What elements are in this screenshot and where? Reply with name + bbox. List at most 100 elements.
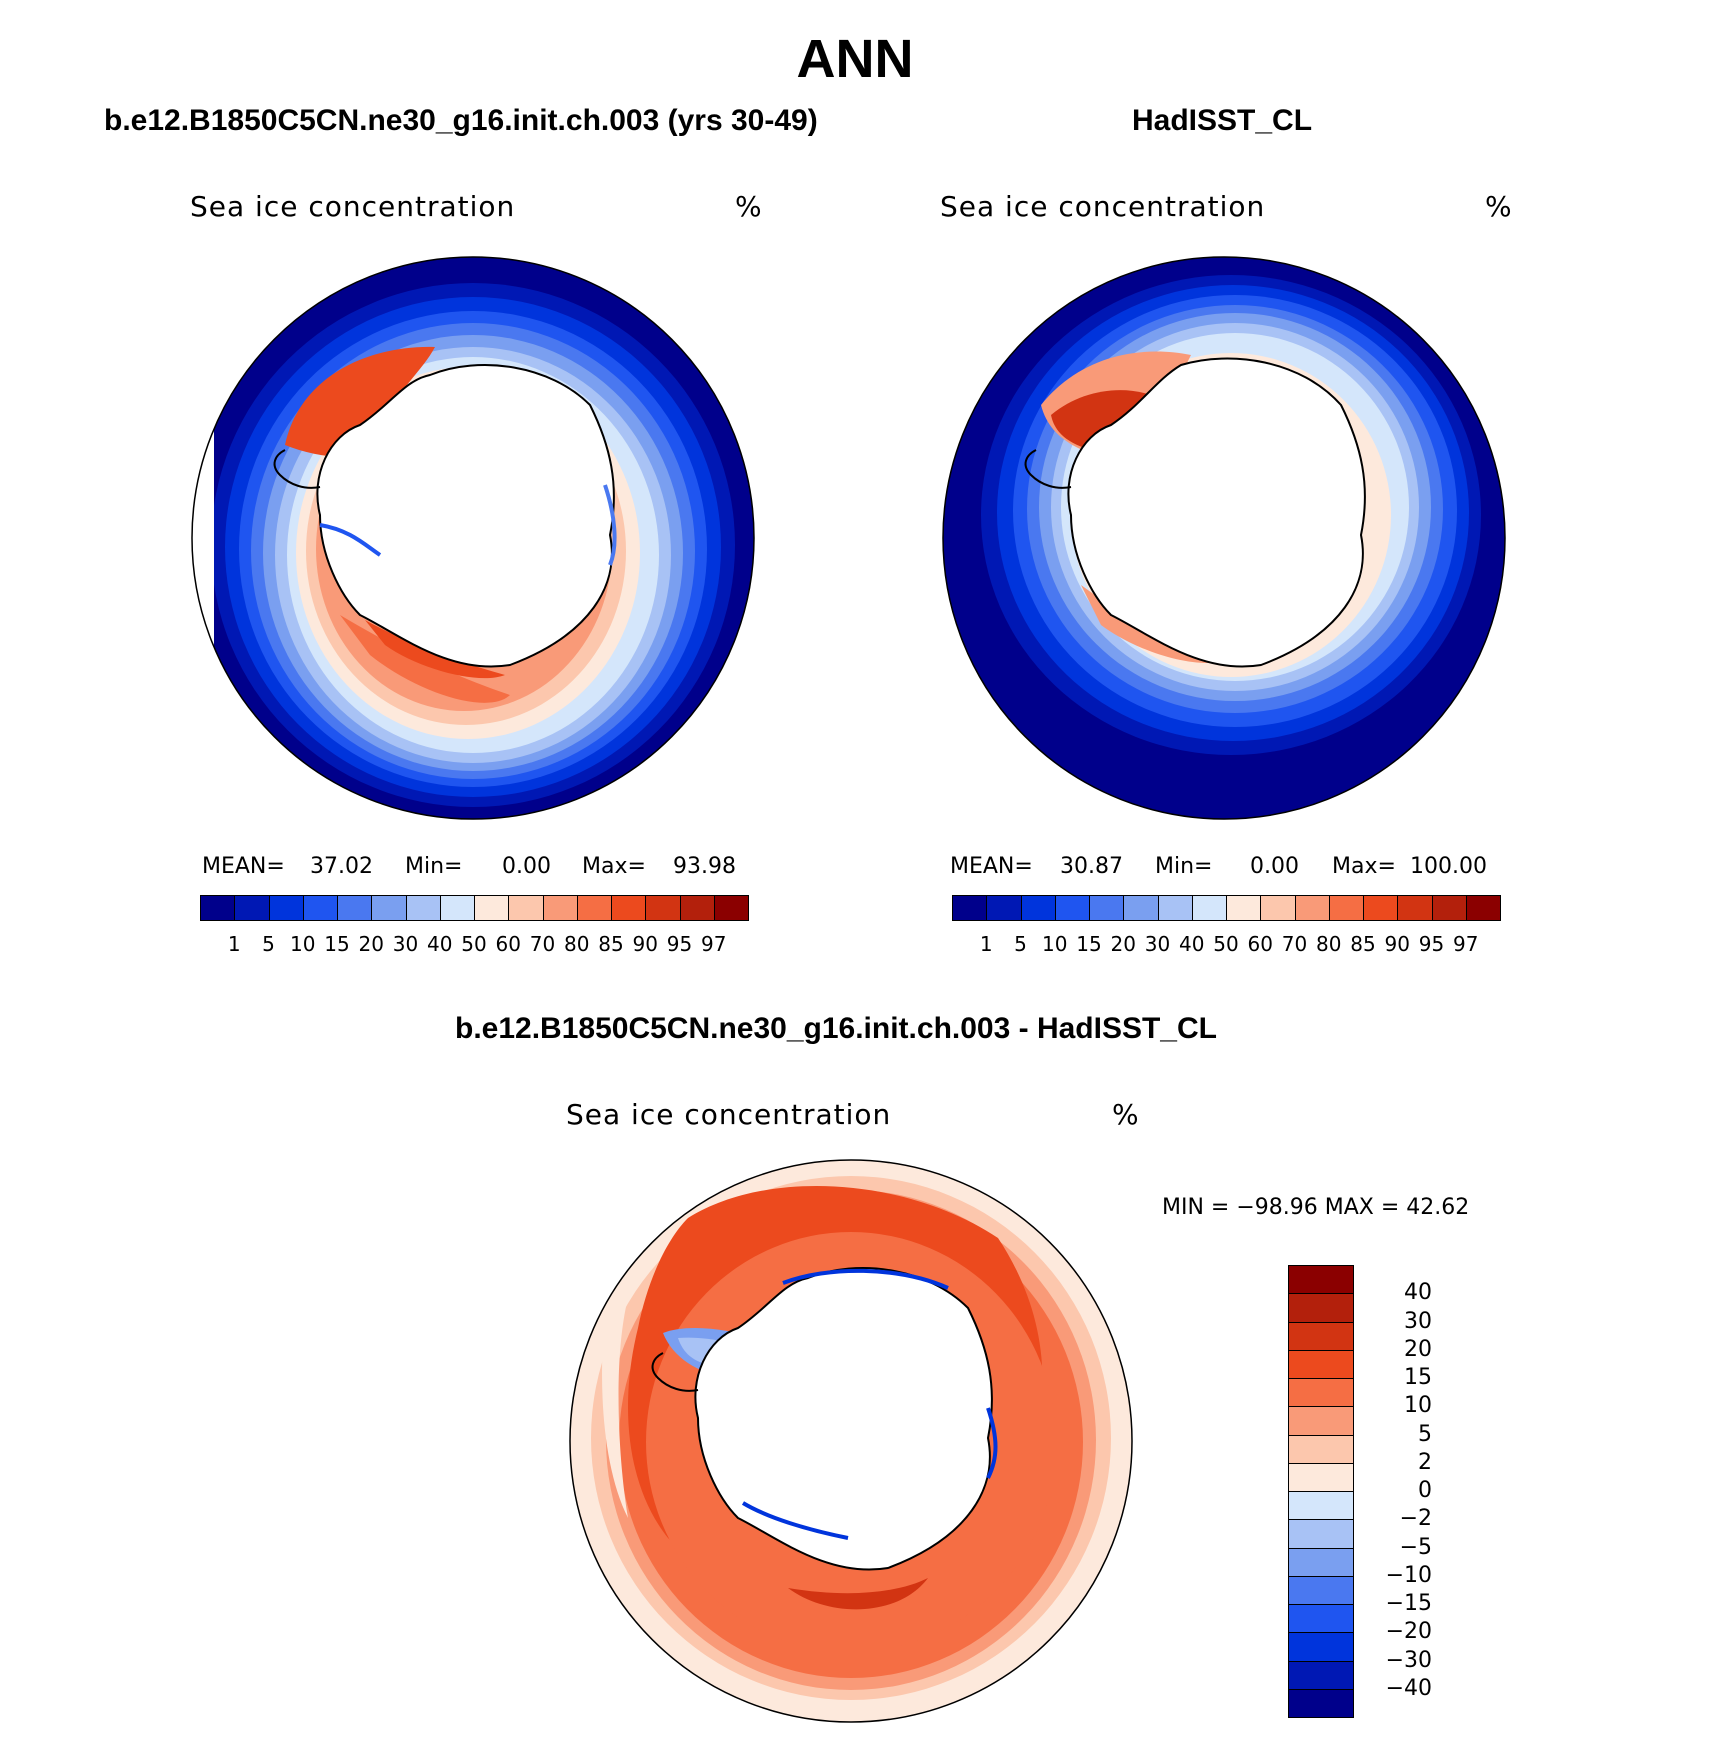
diff-colorbar-swatch: [1288, 1462, 1354, 1492]
diff-colorbar-swatch: [1288, 1604, 1354, 1634]
diff-colorbar-swatch: [1288, 1660, 1354, 1690]
right-colorbar-swatch: [1089, 895, 1125, 921]
diff-colorbar-swatch: [1288, 1378, 1354, 1408]
diff-colorbar-tick-label: 40: [1404, 1280, 1432, 1306]
diff-colorbar-tick-label: 20: [1404, 1336, 1432, 1362]
left-colorbar-tick-label: 50: [461, 932, 487, 956]
left-colorbar-swatch: [405, 895, 441, 921]
right-colorbar-labels: 1 5 10 15 20 30 40 50 60 70 80 85 90 95 97: [952, 932, 1500, 960]
diff-colorbar-tick-label: −15: [1385, 1591, 1432, 1616]
right-colorbar-tick-label: 40: [1179, 932, 1205, 956]
diff-colorbar-swatch: [1288, 1688, 1354, 1718]
right-colorbar-tick-label: 80: [1316, 932, 1342, 956]
left-colorbar-tick-label: 15: [324, 932, 350, 956]
left-colorbar-tick-label: 40: [427, 932, 453, 956]
diff-colorbar-tick-label: −10: [1385, 1562, 1432, 1588]
diff-colorbar-tick-label: 5: [1418, 1421, 1432, 1447]
right-min-label: Min=: [1155, 854, 1213, 879]
diff-colorbar-swatch: [1288, 1434, 1354, 1464]
left-colorbar-tick-label: 60: [495, 932, 521, 956]
diff-units-label: %: [1112, 1098, 1140, 1131]
diff-colorbar-swatch: [1288, 1547, 1354, 1577]
left-colorbar-swatch: [542, 895, 578, 921]
left-colorbar-tick-label: 70: [529, 932, 556, 956]
right-colorbar-swatch: [1157, 895, 1193, 921]
right-colorbar-swatch: [1465, 895, 1501, 921]
right-colorbar-swatch: [1260, 895, 1296, 921]
right-colorbar-tick-label: 1: [979, 932, 993, 956]
diff-colorbar-tick-label: −30: [1385, 1647, 1432, 1673]
left-colorbar: [200, 895, 749, 923]
right-colorbar-tick-label: 10: [1042, 932, 1068, 956]
left-colorbar-tick-label: 95: [666, 932, 693, 956]
left-colorbar-swatch: [302, 895, 338, 921]
right-colorbar-swatch: [1020, 895, 1056, 921]
diff-colorbar-tick-label: 30: [1404, 1308, 1432, 1334]
left-min-label: Min=: [405, 854, 463, 879]
left-min-value: 0.00: [502, 854, 551, 879]
right-colorbar-swatch: [1328, 895, 1364, 921]
right-units-label: %: [1485, 190, 1513, 223]
left-colorbar-tick-label: 97: [701, 932, 727, 956]
right-colorbar-swatch: [1226, 895, 1262, 921]
diff-colorbar-swatch: [1288, 1491, 1354, 1521]
right-colorbar-swatch: [1191, 895, 1227, 921]
right-colorbar-swatch: [986, 895, 1022, 921]
right-max-value: 100.00: [1410, 854, 1487, 879]
diff-colorbar-tick-label: 2: [1418, 1449, 1432, 1475]
diff-colorbar-swatch: [1288, 1575, 1354, 1605]
diff-colorbar-tick-label: −5: [1399, 1534, 1432, 1560]
left-colorbar-swatch: [439, 895, 475, 921]
left-units-label: %: [735, 190, 763, 223]
right-polar-map: [942, 256, 1506, 820]
left-colorbar-swatch: [474, 895, 510, 921]
right-colorbar-tick-label: 5: [1014, 932, 1027, 956]
left-colorbar-swatch: [371, 895, 407, 921]
diff-colorbar-swatch: [1288, 1349, 1354, 1379]
right-min-value: 0.00: [1250, 854, 1299, 879]
right-colorbar-tick-label: 60: [1247, 932, 1273, 956]
left-colorbar-tick-label: 30: [392, 932, 419, 956]
right-colorbar-tick-label: 15: [1076, 932, 1102, 956]
left-colorbar-swatch: [713, 895, 749, 921]
right-colorbar-swatch: [1431, 895, 1467, 921]
left-colorbar-tick-label: 90: [632, 932, 658, 956]
diff-colorbar-tick-label: 15: [1404, 1365, 1432, 1390]
diff-colorbar-swatch: [1288, 1293, 1354, 1323]
right-colorbar-tick-label: 30: [1144, 932, 1171, 956]
left-variable-label: Sea ice concentration: [190, 190, 516, 223]
right-colorbar-tick-label: 85: [1350, 932, 1376, 956]
diff-colorbar-tick-label: 10: [1404, 1393, 1432, 1419]
right-mean-value: 30.87: [1060, 854, 1123, 879]
left-colorbar-swatch: [337, 895, 373, 921]
diff-polar-map: [569, 1159, 1133, 1723]
diff-colorbar-tick-label: −2: [1399, 1506, 1432, 1532]
left-colorbar-tick-label: 10: [290, 932, 316, 956]
left-colorbar-tick-label: 5: [262, 932, 275, 956]
left-max-value: 93.98: [673, 854, 736, 879]
left-colorbar-tick-label: 80: [564, 932, 590, 956]
right-colorbar-swatch: [1294, 895, 1330, 921]
diff-colorbar-swatch: [1288, 1321, 1354, 1351]
diff-minmax-text: MIN = −98.96 MAX = 42.62: [1162, 1195, 1470, 1220]
left-colorbar-swatch: [611, 895, 647, 921]
left-colorbar-tick-label: 20: [358, 932, 384, 956]
right-colorbar-tick-label: 20: [1110, 932, 1136, 956]
right-colorbar: [952, 895, 1501, 923]
left-colorbar-swatch: [576, 895, 612, 921]
right-colorbar-swatch: [1397, 895, 1433, 921]
left-colorbar-tick-label: 85: [598, 932, 624, 956]
left-mean-label: MEAN=: [202, 854, 285, 879]
left-colorbar-swatch: [679, 895, 715, 921]
diff-colorbar-swatch: [1288, 1519, 1354, 1549]
diff-colorbar-tick-label: 0: [1418, 1478, 1432, 1503]
right-mean-label: MEAN=: [950, 854, 1033, 879]
left-colorbar-tick-label: 1: [227, 932, 241, 956]
right-colorbar-tick-label: 97: [1453, 932, 1479, 956]
right-colorbar-tick-label: 95: [1418, 932, 1445, 956]
right-colorbar-tick-label: 90: [1384, 932, 1410, 956]
diff-variable-label: Sea ice concentration: [566, 1098, 892, 1131]
figure-title: ANN: [796, 29, 914, 89]
right-max-label: Max=: [1332, 854, 1396, 879]
left-colorbar-swatch: [200, 895, 236, 921]
